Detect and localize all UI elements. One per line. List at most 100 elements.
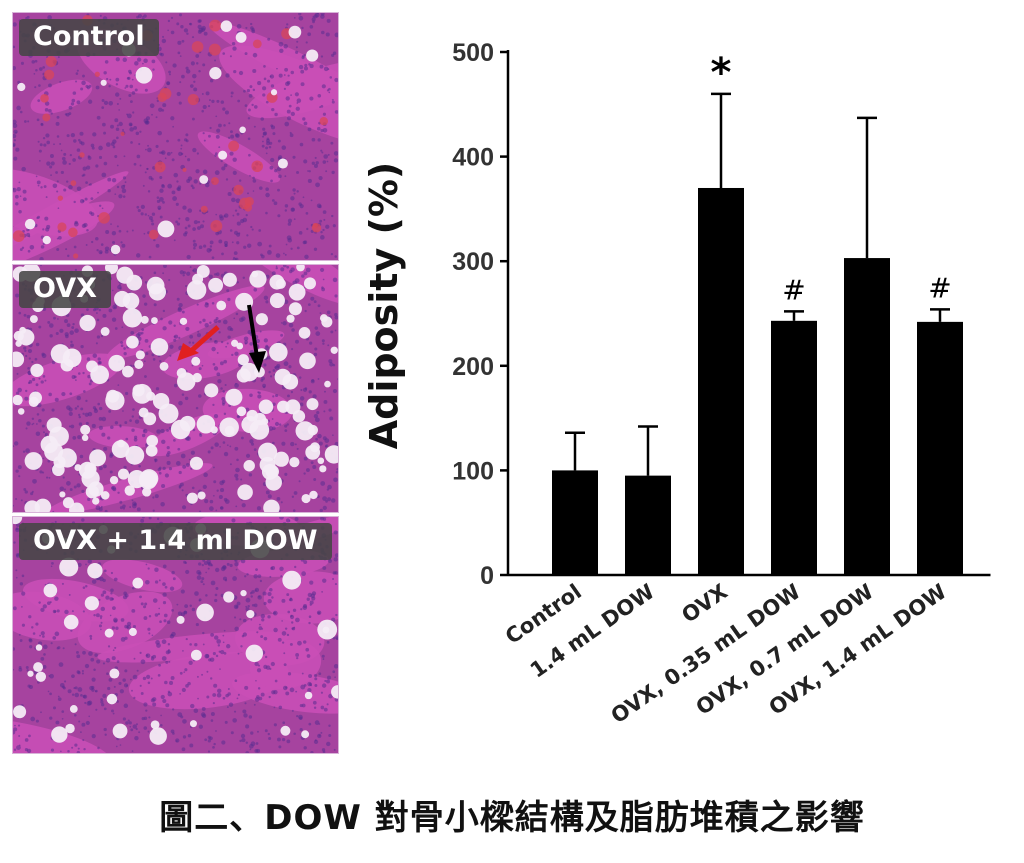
marrow-cell xyxy=(209,99,211,102)
marrow-cell xyxy=(270,661,275,667)
marrow-cell xyxy=(330,617,336,622)
marrow-cell xyxy=(305,41,308,44)
marrow-cell xyxy=(162,466,166,471)
marrow-cell xyxy=(95,236,99,241)
marrow-cell xyxy=(313,706,317,710)
marrow-cell xyxy=(286,423,289,426)
marrow-cell xyxy=(259,330,262,333)
marrow-cell xyxy=(49,716,53,720)
marrow-cell xyxy=(161,439,166,445)
marrow-cell xyxy=(196,333,202,338)
marrow-cell xyxy=(332,51,337,55)
marrow-cell xyxy=(99,615,103,618)
marrow-cell xyxy=(299,396,305,401)
marrow-cell xyxy=(147,730,150,733)
marrow-cell xyxy=(107,645,111,648)
marrow-cell xyxy=(209,126,212,130)
marrow-cell xyxy=(170,151,173,154)
marrow-cell xyxy=(179,81,182,84)
marrow-cell xyxy=(50,748,55,752)
marrow-cell xyxy=(118,109,120,111)
marrow-cell xyxy=(16,105,21,111)
marrow-cell xyxy=(26,748,32,753)
marrow-cell xyxy=(299,704,303,708)
marrow-cell xyxy=(263,636,268,641)
black-arrow-shaft xyxy=(247,304,259,358)
marrow-cell xyxy=(323,707,328,712)
marrow-cell xyxy=(88,382,92,386)
marrow-cell xyxy=(159,151,162,155)
marrow-cell xyxy=(222,441,226,444)
marrow-cell xyxy=(297,640,302,646)
marrow-cell xyxy=(303,159,308,164)
marrow-cell xyxy=(249,743,254,749)
marrow-cell xyxy=(78,415,82,419)
marrow-cell xyxy=(212,693,217,697)
marrow-cell xyxy=(314,720,320,725)
marrow-cell xyxy=(15,469,19,473)
marrow-cell xyxy=(279,517,284,520)
marrow-cell xyxy=(82,74,85,78)
marrow-cell xyxy=(288,520,291,522)
marrow-cell xyxy=(212,494,215,497)
marrow-cell xyxy=(214,598,218,603)
marrow-cell xyxy=(223,124,226,127)
marrow-cell xyxy=(68,112,72,116)
marrow-cell xyxy=(236,24,242,29)
marrow-cell xyxy=(286,109,291,114)
fat-vacuole xyxy=(191,356,201,366)
marrow-cell xyxy=(235,312,239,316)
marrow-cell xyxy=(247,192,249,195)
marrow-cell xyxy=(322,112,327,116)
marrow-cell xyxy=(258,664,261,667)
marrow-cell xyxy=(42,644,48,650)
marrow-cell xyxy=(214,154,217,157)
marrow-cell xyxy=(145,352,149,356)
marrow-cell xyxy=(186,254,191,260)
marrow-cell xyxy=(291,207,295,212)
marrow-cell xyxy=(121,243,126,248)
marrow-cell xyxy=(261,628,264,630)
marrow-cell xyxy=(143,302,148,306)
marrow-cell xyxy=(199,320,202,324)
marrow-cell xyxy=(165,61,168,64)
marrow-cell xyxy=(313,164,318,169)
fat-vacuole xyxy=(170,419,191,440)
marrow-cell xyxy=(303,560,308,564)
marrow-cell xyxy=(15,293,20,298)
marrow-cell xyxy=(49,323,54,328)
marrow-cell xyxy=(246,234,249,237)
fat-vacuole xyxy=(52,463,65,477)
marrow-cell xyxy=(39,143,43,147)
marrow-cell xyxy=(178,217,181,220)
fat-vacuole xyxy=(307,424,319,436)
marrow-cell xyxy=(304,309,307,313)
marrow-cell xyxy=(21,606,23,608)
marrow-cell xyxy=(40,607,45,613)
marrow-cell xyxy=(152,697,157,702)
marrow-cell xyxy=(78,422,83,426)
marrow-cell xyxy=(111,626,115,630)
marrow-cell xyxy=(322,127,328,133)
marrow-cell xyxy=(284,424,288,428)
marrow-cell xyxy=(136,669,139,672)
marrow-cell xyxy=(283,44,288,49)
marrow-cell xyxy=(201,93,204,95)
marrow-cell xyxy=(57,646,61,650)
marrow-cell xyxy=(98,145,103,151)
blood-cell xyxy=(40,93,49,103)
marrow-cell xyxy=(236,241,240,245)
marrow-cell xyxy=(296,102,299,104)
marrow-cell xyxy=(282,265,287,268)
marrow-cell xyxy=(212,466,215,469)
marrow-cell xyxy=(144,171,147,174)
y-tick-label: 200 xyxy=(452,353,494,381)
marrow-cell xyxy=(261,254,265,259)
marrow-cell xyxy=(204,303,209,308)
marrow-cell xyxy=(237,99,241,103)
marrow-cell xyxy=(301,703,306,708)
marrow-cell xyxy=(124,669,128,673)
marrow-cell xyxy=(286,739,291,744)
fat-vacuole xyxy=(86,360,99,373)
